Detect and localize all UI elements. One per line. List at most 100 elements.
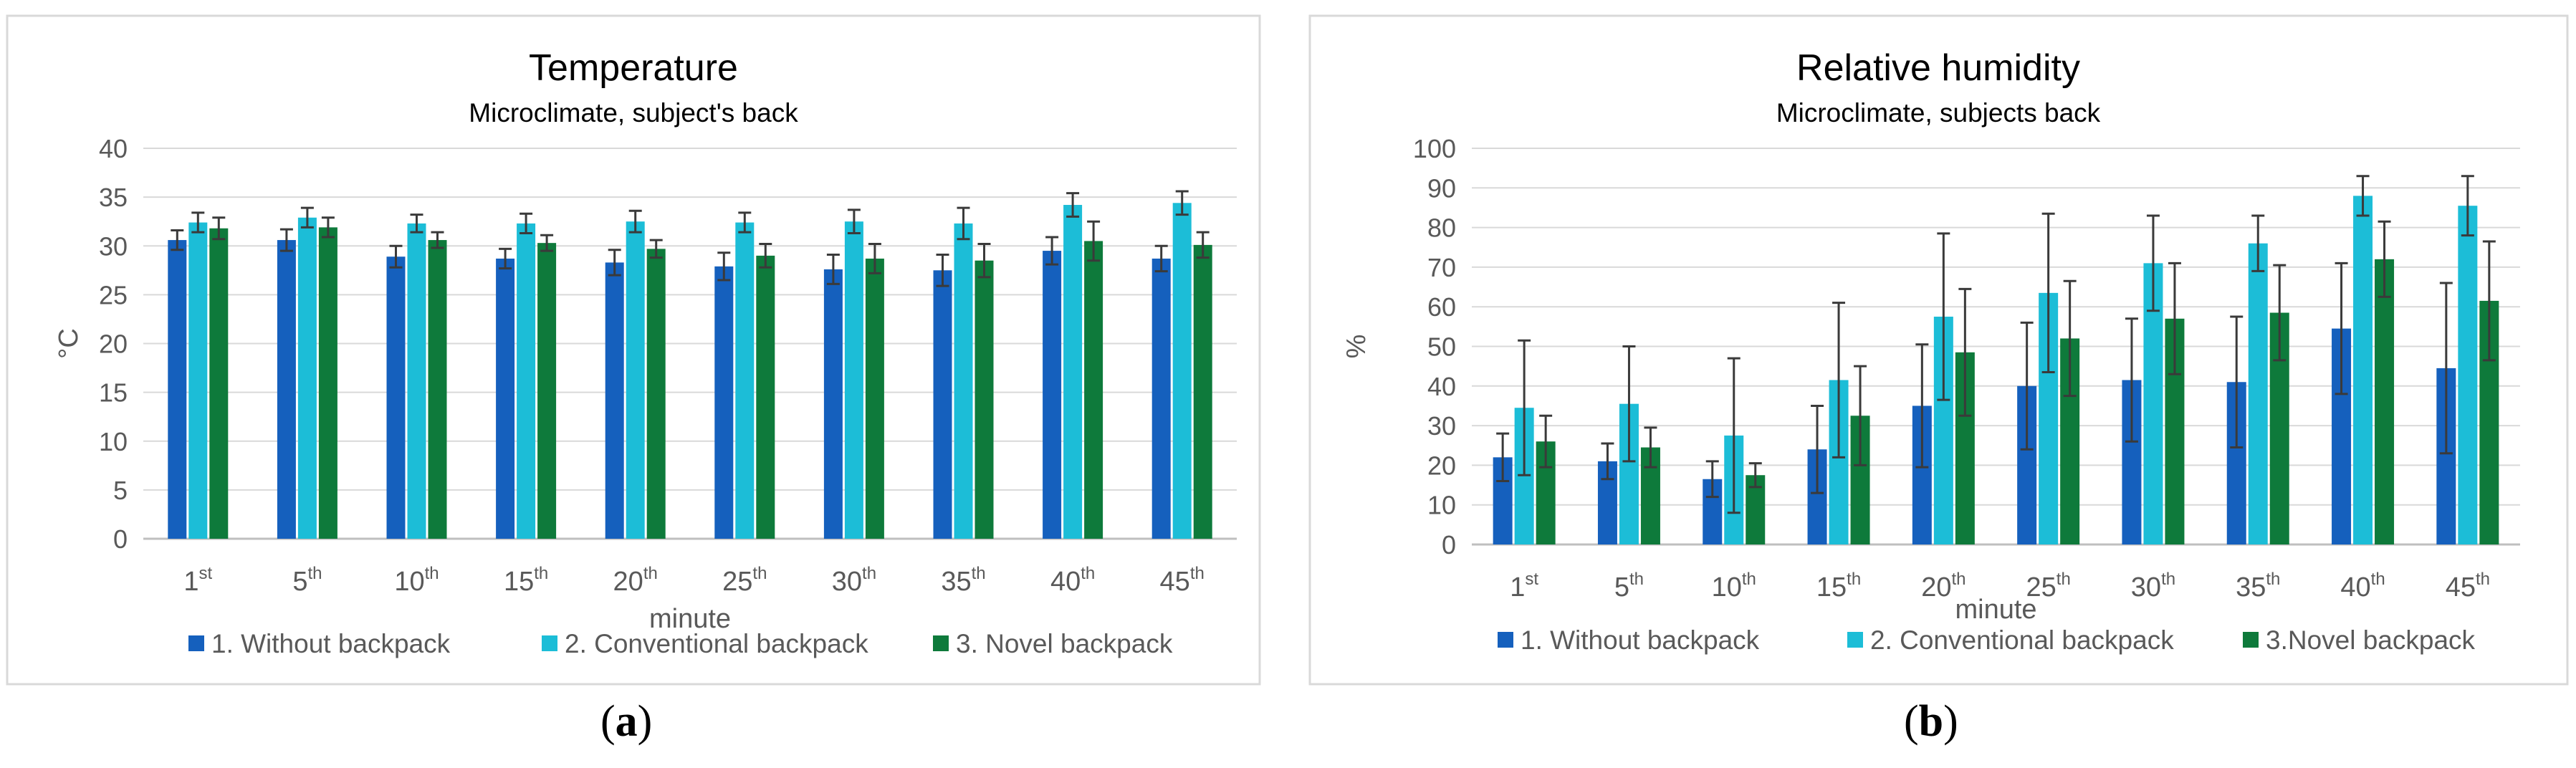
- y-tick-label: 50: [1427, 332, 1456, 362]
- x-tick-number: 30: [832, 567, 862, 597]
- y-tick-label: 15: [99, 378, 128, 408]
- x-tick-suffix: th: [2476, 570, 2490, 589]
- bar-3: [209, 228, 229, 539]
- legend-label-1: 1. Without backpack: [211, 629, 451, 658]
- legend-swatch-2: [1847, 632, 1863, 648]
- x-tick-number: 40: [2340, 572, 2370, 603]
- y-tick-label: 35: [99, 183, 128, 212]
- chart-title-temperature: Temperature: [529, 47, 738, 89]
- x-tick-suffix: th: [425, 564, 439, 583]
- bar-1: [933, 270, 952, 539]
- x-tick-suffix: th: [1742, 570, 1756, 589]
- panel-label-a: (a): [600, 696, 652, 747]
- x-tick-label: 20th: [613, 564, 658, 597]
- bar-3: [428, 240, 447, 539]
- panel-label-a-letter: a: [615, 697, 638, 746]
- bar-3: [1193, 244, 1212, 539]
- bar-2: [626, 221, 645, 539]
- bar-3: [975, 260, 994, 539]
- bar-1: [1043, 251, 1062, 539]
- bar-3: [318, 227, 337, 539]
- x-tick-label: 45th: [2446, 570, 2490, 603]
- x-tick-label: 5th: [1614, 570, 1644, 603]
- bar-1: [496, 258, 515, 539]
- x-tick-number: 20: [613, 567, 643, 597]
- x-tick-number: 1: [183, 567, 198, 597]
- x-tick-suffix: st: [1525, 570, 1538, 589]
- legend-swatch-1: [188, 635, 204, 651]
- legend-label-1: 1. Without backpack: [1521, 625, 1760, 655]
- x-tick-number: 40: [1050, 567, 1081, 597]
- bar-1: [386, 256, 406, 539]
- bar-3: [537, 243, 557, 539]
- bar-1: [714, 266, 734, 539]
- legend-swatch-2: [542, 635, 557, 651]
- x-axis-label: minute: [649, 604, 731, 634]
- x-tick-number: 45: [1160, 567, 1190, 597]
- panel-label-a-close: ): [637, 697, 653, 746]
- bar-2: [517, 223, 536, 539]
- bar-1: [823, 269, 843, 539]
- y-tick-label: 10: [99, 427, 128, 456]
- x-tick-suffix: th: [307, 564, 322, 583]
- x-tick-number: 10: [394, 567, 424, 597]
- x-tick-label: 1st: [183, 564, 212, 597]
- x-tick-number: 5: [1614, 572, 1629, 603]
- legend-swatch-3: [933, 635, 949, 651]
- y-tick-label: 30: [99, 231, 128, 261]
- x-tick-label: 45th: [1160, 564, 1205, 597]
- bar-1: [277, 240, 296, 539]
- bar-2: [2353, 196, 2373, 544]
- y-tick-label: 20: [99, 330, 128, 359]
- legend-label-3: 3. Novel backpack: [956, 629, 1173, 658]
- x-tick-number: 25: [722, 567, 752, 597]
- legend-label-2: 2. Conventional backpack: [565, 629, 868, 658]
- bar-2: [735, 222, 755, 539]
- x-tick-label: 40th: [2340, 570, 2385, 603]
- x-tick-label: 5th: [292, 564, 322, 597]
- y-tick-label: 30: [1427, 411, 1456, 441]
- x-tick-suffix: th: [972, 564, 986, 583]
- x-tick-label: 10th: [394, 564, 439, 597]
- x-tick-suffix: th: [752, 564, 767, 583]
- bar-1: [1151, 258, 1171, 539]
- bar-3: [1084, 241, 1103, 539]
- x-tick-number: 15: [1816, 572, 1847, 603]
- x-tick-label: 15th: [1816, 570, 1861, 603]
- x-tick-suffix: th: [862, 564, 876, 583]
- x-tick-label: 40th: [1050, 564, 1095, 597]
- x-tick-suffix: th: [1190, 564, 1205, 583]
- bar-2: [954, 223, 973, 539]
- x-axis-label: minute: [1955, 595, 2036, 625]
- x-tick-label: 25th: [722, 564, 767, 597]
- x-tick-suffix: th: [534, 564, 548, 583]
- x-tick-label: 20th: [1921, 570, 1965, 603]
- chart-subtitle-temperature: Microclimate, subject's back: [469, 98, 798, 128]
- x-tick-label: 35th: [941, 564, 985, 597]
- x-tick-suffix: th: [1847, 570, 1861, 589]
- x-tick-suffix: th: [643, 564, 658, 583]
- x-tick-number: 1: [1510, 572, 1525, 603]
- bar-2: [2248, 243, 2268, 544]
- x-tick-label: 30th: [832, 564, 876, 597]
- y-tick-label: 90: [1427, 173, 1456, 203]
- x-tick-label: 10th: [1712, 570, 1756, 603]
- x-tick-suffix: th: [1951, 570, 1965, 589]
- bar-1: [605, 262, 624, 539]
- x-tick-label: 30th: [2131, 570, 2175, 603]
- bar-3: [756, 255, 775, 539]
- x-tick-suffix: th: [1081, 564, 1095, 583]
- bar-3: [2375, 259, 2395, 544]
- x-tick-number: 10: [1712, 572, 1742, 603]
- panel-label-b: (b): [1904, 696, 1958, 747]
- bar-2: [407, 223, 426, 539]
- x-tick-number: 30: [2131, 572, 2161, 603]
- y-tick-label: 40: [99, 134, 128, 163]
- x-tick-number: 20: [1921, 572, 1951, 603]
- panel-label-b-close: ): [1943, 697, 1958, 746]
- x-tick-label: 35th: [2236, 570, 2280, 603]
- legend-label-2: 2. Conventional backpack: [1870, 625, 2174, 655]
